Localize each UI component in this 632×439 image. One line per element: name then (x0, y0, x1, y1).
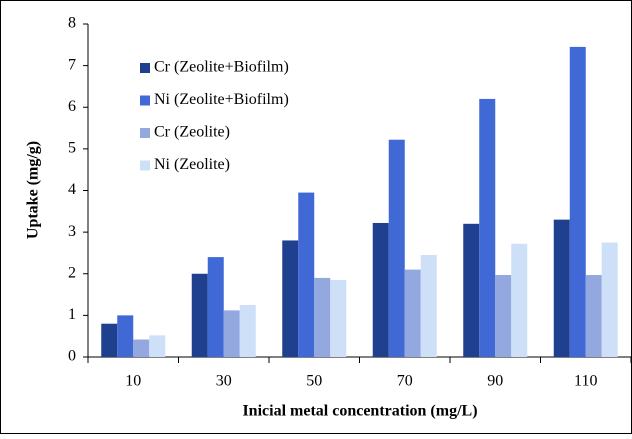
bar (420, 255, 437, 357)
x-tick-label: 70 (397, 373, 413, 390)
y-tick-label: 8 (68, 15, 76, 32)
x-tick-label: 50 (306, 373, 322, 390)
bar (479, 98, 496, 358)
bar (101, 323, 118, 357)
y-tick-label: 1 (68, 306, 76, 323)
y-axis-label: Uptake (mg/g) (25, 141, 42, 239)
bar (404, 269, 421, 357)
bar (149, 335, 166, 357)
legend-label: Cr (Zeolite) (154, 124, 230, 141)
legend-label: Ni (Zeolite+Biofilm) (154, 91, 289, 108)
bar (495, 274, 512, 357)
bar (298, 192, 315, 357)
legend-label: Ni (Zeolite) (154, 156, 230, 173)
y-tick-label: 2 (68, 264, 76, 281)
bar (553, 219, 570, 357)
x-tick-label: 90 (487, 373, 503, 390)
bar (223, 310, 240, 357)
bar (133, 339, 150, 357)
bar (191, 273, 208, 357)
bar (388, 139, 405, 357)
x-tick-label: 10 (125, 373, 141, 390)
bar (330, 279, 347, 357)
legend-swatch (140, 63, 150, 73)
x-tick-label: 110 (574, 373, 597, 390)
bar (372, 222, 389, 357)
y-tick-label: 6 (68, 98, 76, 115)
bar (207, 257, 224, 357)
bar (117, 315, 134, 357)
bar (282, 240, 299, 357)
y-tick-label: 7 (68, 56, 76, 73)
legend-label: Cr (Zeolite+Biofilm) (154, 59, 289, 76)
legend-swatch (140, 160, 150, 171)
bar (585, 274, 602, 357)
x-tick-label: 30 (216, 373, 232, 390)
bar (569, 46, 586, 358)
bar (239, 304, 256, 357)
y-tick-label: 4 (68, 181, 76, 198)
y-tick-label: 3 (68, 223, 76, 240)
bar (314, 277, 331, 357)
bar (463, 223, 480, 357)
y-tick-label: 0 (68, 348, 76, 365)
bar (601, 242, 618, 357)
bar (511, 243, 528, 357)
x-axis-label: Inicial metal concentration (mg/L) (242, 403, 477, 420)
legend-swatch (140, 128, 150, 138)
legend-swatch (140, 95, 150, 106)
y-tick-label: 5 (68, 140, 76, 157)
